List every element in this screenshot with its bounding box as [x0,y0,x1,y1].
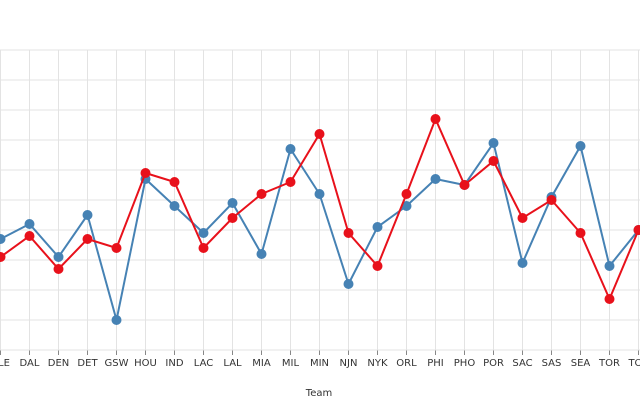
data-point [604,261,615,271]
data-point [314,189,325,199]
data-point [24,219,35,229]
data-point [343,279,354,289]
x-tick-label: TOT [627,358,640,369]
x-tick-label: LAL [223,358,242,369]
data-point [546,195,557,205]
data-point [111,315,122,325]
data-point [0,234,6,244]
data-point [198,228,209,238]
x-tick-label: LAC [194,358,213,369]
data-point [488,138,499,148]
data-point [343,228,354,238]
x-tick-label: MIN [310,358,329,369]
data-point [285,144,296,154]
data-point [314,129,325,139]
x-tick-label: NYK [367,358,388,369]
x-tick-label: DEN [48,358,70,369]
data-point [82,234,93,244]
data-point [53,264,64,274]
data-point [604,294,615,304]
data-point [285,177,296,187]
data-point [459,180,470,190]
data-point [517,258,528,268]
data-point [256,189,267,199]
data-point [488,156,499,166]
x-tick-label: PHO [454,358,476,369]
x-axis-label: Team [305,388,332,399]
data-point [401,201,412,211]
x-tick-label: NJN [340,358,358,369]
data-point [111,243,122,253]
x-tick-label: SEA [571,358,591,369]
data-point [140,168,151,178]
data-point [401,189,412,199]
data-point [372,222,383,232]
data-point [53,252,64,262]
data-point [430,174,441,184]
data-point [82,210,93,220]
data-point [575,141,586,151]
data-point [24,231,35,241]
x-tick-label: ORL [396,358,417,369]
data-point [256,249,267,259]
data-point [430,114,441,124]
x-tick-label: HOU [134,358,157,369]
x-tick-label: IND [165,358,183,369]
data-point [227,198,238,208]
x-tick-label: CLE [0,358,10,369]
data-point [575,228,586,238]
data-point [227,213,238,223]
data-point [198,243,209,253]
x-tick-label: DET [77,358,98,369]
data-point [517,213,528,223]
x-tick-label: SAC [512,358,532,369]
data-point [372,261,383,271]
data-point [633,225,640,235]
data-point [169,177,180,187]
x-tick-label: MIA [252,358,271,369]
x-tick-label: TOR [598,358,620,369]
x-tick-label: PHI [427,358,444,369]
x-tick-label: GSW [105,358,129,369]
x-tick-label: SAS [542,358,562,369]
data-point [169,201,180,211]
x-tick-label: POR [483,358,504,369]
data-point [0,252,6,262]
x-tick-label: MIL [282,358,300,369]
x-tick-label: DAL [20,358,40,369]
